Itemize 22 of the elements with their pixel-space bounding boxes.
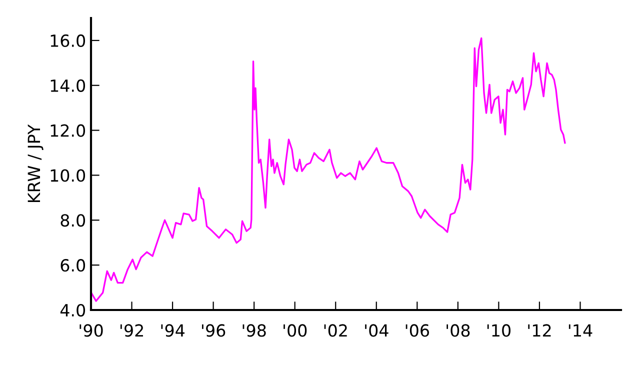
y-axis-title: KRW / JPY	[28, 124, 44, 202]
y-tick-label: 10.0	[50, 169, 86, 182]
x-tick-label: '98	[242, 324, 266, 337]
x-tick-label: '94	[161, 324, 184, 337]
line-series	[91, 37, 566, 302]
y-tick-label: 16.0	[50, 34, 86, 48]
x-tick-label: '96	[202, 324, 226, 337]
y-tick-label: 8.0	[60, 214, 86, 227]
x-tick-label: '10	[487, 324, 510, 337]
x-tick-label: '12	[528, 324, 551, 337]
x-tick-label: '92	[120, 324, 143, 337]
x-tick-label: '14	[568, 324, 592, 337]
x-tick-label: '04	[365, 324, 388, 337]
x-tick-label: '06	[406, 324, 429, 337]
y-tick-label: 4.0	[60, 304, 86, 317]
y-tick-label: 6.0	[60, 259, 86, 272]
y-tick-label: 14.0	[50, 79, 86, 92]
x-tick-label: '02	[324, 324, 347, 337]
x-tick-label: '90	[80, 324, 103, 337]
y-tick-label: 12.0	[50, 124, 86, 137]
x-tick-label: '08	[446, 324, 470, 337]
x-tick-label: '00	[284, 324, 307, 337]
